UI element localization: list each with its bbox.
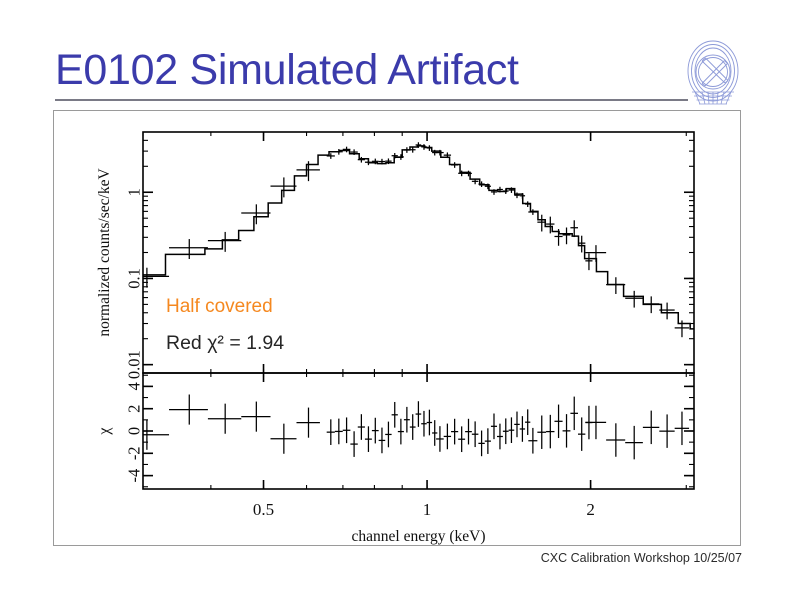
y-tick-label: 1: [125, 188, 144, 196]
spectrum-data-points: [143, 142, 690, 338]
res-tick-label: -2: [125, 446, 144, 460]
title-underline-divider: [55, 99, 688, 101]
footer-text: CXC Calibration Workshop 10/25/07: [540, 551, 742, 565]
x-axis-label: channel energy (keV): [352, 528, 486, 545]
y-tick-label: 0.01: [125, 350, 144, 379]
res-tick-label: -4: [125, 469, 144, 483]
y-axis-label: normalized counts/sec/keV: [96, 168, 113, 337]
x-tick-label: 2: [586, 500, 595, 519]
res-tick-label: 2: [125, 405, 144, 413]
cxc-logo-icon: [678, 38, 748, 110]
annotation-red-chi2: Red χ² = 1.94: [166, 332, 284, 354]
res-tick-label: 0: [125, 427, 144, 435]
page-title: E0102 Simulated Artifact: [55, 46, 519, 94]
x-tick-label: 1: [423, 500, 432, 519]
residual-data-points: [143, 394, 690, 460]
x-tick-label: 0.5: [253, 500, 274, 519]
figure-svg: 0.5 1 2 channel energy (keV) 1 0.1 0.01 normali…: [96, 131, 695, 545]
spectrum-figure: 0.5 1 2 channel energy (keV) 1 0.1 0.01 normali…: [54, 111, 742, 547]
res-tick-label: 4: [125, 382, 144, 390]
annotation-half-covered: Half covered: [166, 296, 273, 317]
res-axis-label: χ: [96, 427, 113, 436]
y-tick-label: 0.1: [125, 268, 144, 289]
content-frame: 0.5 1 2 channel energy (keV) 1 0.1 0.01 normali…: [53, 110, 741, 546]
title-row: E0102 Simulated Artifact: [55, 42, 690, 101]
